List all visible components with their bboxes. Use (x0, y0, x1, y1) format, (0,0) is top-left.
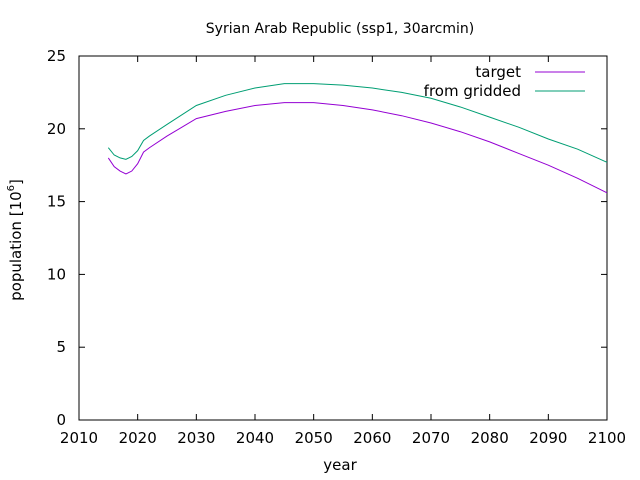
series-line-target (107, 102, 608, 194)
series-line-from-gridded (107, 83, 608, 163)
series-lines (107, 83, 608, 194)
y-axis-label-main: population [10 (7, 191, 25, 301)
y-tick-label: 15 (47, 193, 66, 211)
x-tick-label: 2010 (60, 429, 98, 447)
legend-label: target (475, 63, 521, 81)
y-tick-label: 20 (47, 120, 66, 138)
y-axis-label-suffix: ] (7, 179, 25, 185)
plot-frame (78, 55, 608, 421)
x-tick-label: 2070 (412, 429, 450, 447)
y-tick-label: 5 (56, 338, 66, 356)
y-axis-label: population [106] (6, 179, 25, 301)
x-axis-ticks: 2010 2020 2030 2040 2050 2060 2070 2080 2090 2100 (60, 56, 626, 447)
x-axis-label: year (323, 456, 357, 474)
x-tick-label: 2060 (353, 429, 391, 447)
x-tick-label: 2090 (529, 429, 567, 447)
chart-title: Syrian Arab Republic (ssp1, 30arcmin) (206, 21, 474, 37)
y-tick-label: 0 (56, 411, 66, 429)
x-tick-label: 2040 (236, 429, 274, 447)
x-tick-label: 2030 (177, 429, 215, 447)
y-tick-label: 10 (47, 265, 66, 283)
x-tick-label: 2050 (295, 429, 333, 447)
y-axis-ticks: 0 5 10 15 20 25 (47, 47, 607, 429)
plot-border (78, 55, 608, 421)
x-tick-label: 2100 (588, 429, 626, 447)
x-tick-label: 2020 (119, 429, 157, 447)
y-tick-label: 25 (47, 47, 66, 65)
y-axis-label-superscript: 6 (6, 185, 17, 191)
x-tick-label: 2080 (471, 429, 509, 447)
legend-label: from gridded (424, 82, 521, 100)
